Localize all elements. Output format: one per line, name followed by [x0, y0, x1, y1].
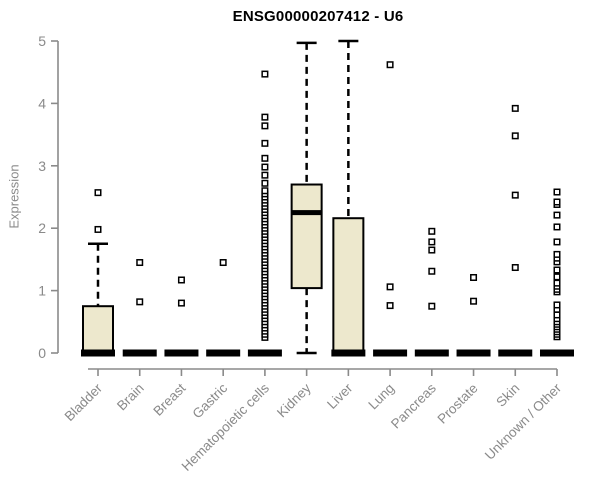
svg-text:Brain: Brain — [114, 381, 147, 414]
svg-text:Breast: Breast — [150, 380, 188, 418]
svg-text:Pancreas: Pancreas — [388, 380, 439, 431]
svg-text:0: 0 — [38, 345, 46, 361]
svg-text:Unknown / Other: Unknown / Other — [482, 380, 565, 463]
svg-text:Gastric: Gastric — [189, 380, 230, 421]
svg-text:2: 2 — [38, 220, 46, 236]
svg-text:Skin: Skin — [493, 381, 522, 410]
svg-text:Bladder: Bladder — [62, 380, 106, 424]
svg-text:4: 4 — [38, 95, 46, 111]
svg-text:Prostate: Prostate — [435, 381, 481, 427]
chart-title: ENSG00000207412 - U6 — [232, 8, 404, 25]
svg-text:1: 1 — [38, 283, 46, 299]
svg-text:3: 3 — [38, 158, 46, 174]
svg-text:5: 5 — [38, 33, 46, 49]
svg-text:Lung: Lung — [365, 381, 397, 413]
svg-text:Kidney: Kidney — [274, 380, 314, 420]
svg-text:Liver: Liver — [324, 380, 356, 412]
